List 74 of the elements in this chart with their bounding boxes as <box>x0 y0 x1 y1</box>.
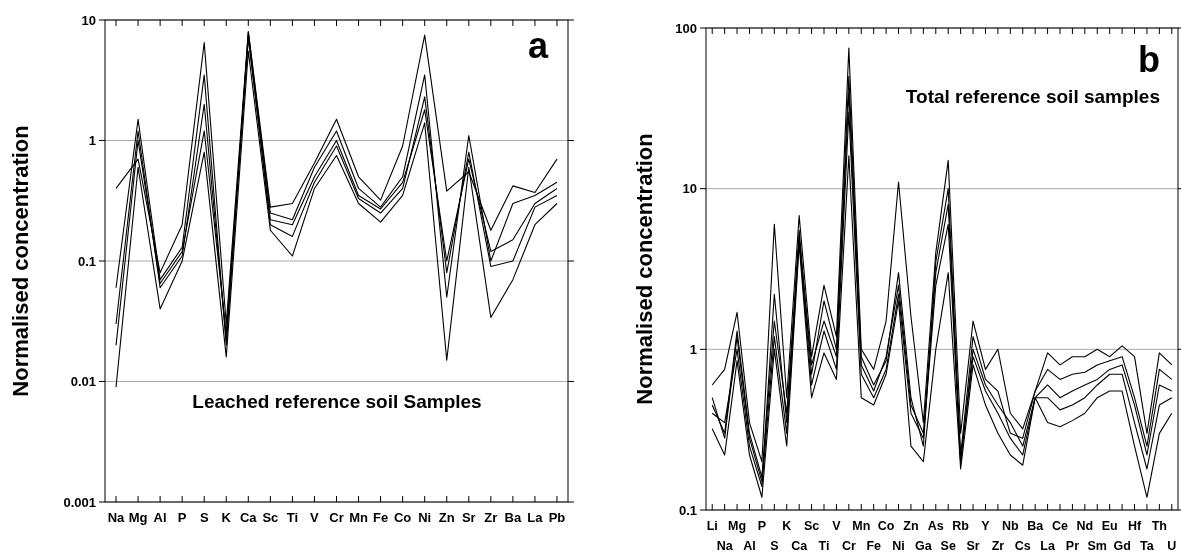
x-tick-label: Cs <box>1014 539 1031 553</box>
x-tick-label: Cr <box>841 539 856 553</box>
x-tick-label: Ti <box>818 539 830 553</box>
x-tick-label: Pb <box>548 510 566 525</box>
x-tick-label: Sr <box>966 539 980 553</box>
x-tick-label: Se <box>940 539 956 553</box>
x-tick-label: Ba <box>504 510 522 525</box>
x-tick-label: V <box>832 519 842 533</box>
x-tick-label: Th <box>1151 519 1168 533</box>
x-tick-label: Mn <box>852 519 871 533</box>
x-tick-label: La <box>1040 539 1056 553</box>
x-tick-label: Ca <box>791 539 809 553</box>
x-tick-label: Zr <box>484 510 498 525</box>
x-tick-label: Sc <box>262 510 279 525</box>
x-tick-label: Al <box>153 510 167 525</box>
x-tick-label: P <box>177 510 187 525</box>
x-tick-label: Zr <box>991 539 1005 553</box>
y-tick-label: 0.01 <box>70 374 96 390</box>
x-tick-label: Nb <box>1001 519 1020 533</box>
x-tick-label: Cr <box>329 510 344 525</box>
x-tick-label: K <box>782 519 792 533</box>
x-tick-label: Na <box>716 539 734 553</box>
x-tick-label: V <box>310 510 320 525</box>
y-tick-label: 1 <box>689 341 697 357</box>
x-tick-label: Ni <box>892 539 905 553</box>
x-tick-label: Mn <box>349 510 368 525</box>
x-tick-label: K <box>221 510 232 525</box>
x-tick-label: Sm <box>1087 539 1107 553</box>
x-tick-label: Y <box>981 519 991 533</box>
x-tick-label: Sr <box>461 510 476 525</box>
x-tick-label: Ca <box>240 510 258 525</box>
annotation: Leached reference soil Samples <box>192 391 482 412</box>
y-tick-label: 0.1 <box>77 253 96 269</box>
x-tick-label: Ba <box>1027 519 1045 533</box>
x-tick-label: Eu <box>1101 519 1118 533</box>
y-tick-label: 0.001 <box>63 494 96 510</box>
y-tick-label: 10 <box>682 181 697 197</box>
x-tick-label: Ti <box>286 510 299 525</box>
x-tick-label: Fe <box>373 510 389 525</box>
x-tick-label: Co <box>393 510 412 525</box>
x-tick-label: Co <box>877 519 895 533</box>
x-tick-label: P <box>757 519 767 533</box>
x-tick-label: Zn <box>438 510 455 525</box>
x-tick-label: Ga <box>915 539 933 553</box>
x-tick-label: Mg <box>728 519 747 533</box>
x-tick-label: Ni <box>418 510 432 525</box>
x-tick-label: Fe <box>866 539 882 553</box>
x-tick-label: Ta <box>1140 539 1155 553</box>
x-tick-label: Ce <box>1052 519 1069 533</box>
annotation: Total reference soil samples <box>905 86 1160 107</box>
x-tick-label: U <box>1167 539 1177 553</box>
y-axis-title: Normalised concentration <box>8 125 33 397</box>
y-axis-title: Normalised concentration <box>632 133 657 405</box>
y-tick-label: 10 <box>81 12 96 28</box>
x-tick-label: Na <box>107 510 126 525</box>
x-tick-label: As <box>927 519 944 533</box>
x-tick-label: La <box>527 510 544 525</box>
y-tick-label: 1 <box>88 133 96 149</box>
y-tick-label: 0.1 <box>678 502 697 518</box>
x-tick-label: S <box>199 510 209 525</box>
x-tick-label: Nd <box>1076 519 1094 533</box>
annotation: a <box>527 25 549 66</box>
x-tick-label: Al <box>743 539 756 553</box>
x-tick-label: Hf <box>1127 519 1142 533</box>
x-tick-label: Zn <box>903 519 919 533</box>
x-tick-label: Li <box>706 519 718 533</box>
x-tick-label: Pr <box>1065 539 1080 553</box>
y-tick-label: 100 <box>675 20 697 36</box>
annotation: b <box>1138 39 1160 80</box>
x-tick-label: Sc <box>803 519 820 533</box>
x-tick-label: Gd <box>1113 539 1131 553</box>
x-tick-label: S <box>770 539 779 553</box>
x-tick-label: Mg <box>128 510 148 525</box>
x-tick-label: Rb <box>952 519 970 533</box>
